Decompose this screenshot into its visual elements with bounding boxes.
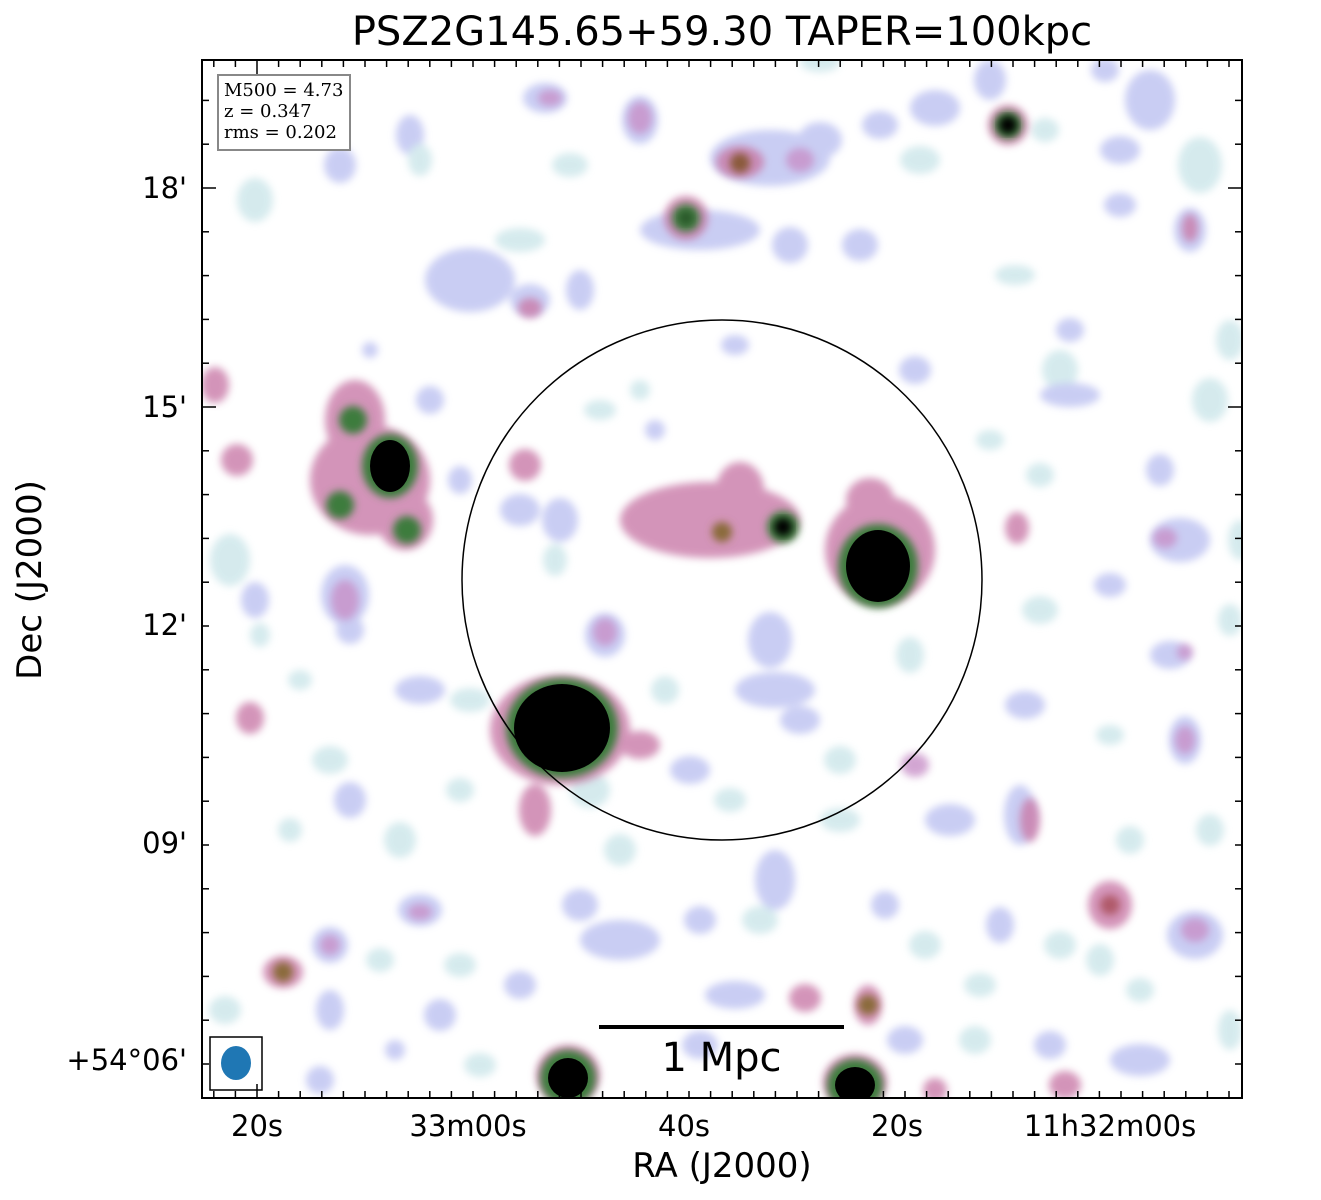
x-tick-label: 20s [870, 1109, 924, 1143]
emission-map [202, 60, 1242, 1098]
y-tick-label: 09' [142, 826, 187, 860]
x-tick-label: 20s [230, 1109, 284, 1143]
redshift-value: z = 0.347 [224, 101, 312, 122]
y-tick-label: +54°06' [66, 1043, 187, 1077]
rms-value: rms = 0.202 [224, 122, 337, 143]
y-tick-label: 18' [142, 171, 187, 205]
bright-sources [273, 111, 1120, 1015]
scale-bar-label: 1 Mpc [661, 1035, 782, 1081]
y-axis-label: Dec (J2000) [10, 480, 50, 680]
y-tick-label: 15' [142, 390, 187, 424]
axis-ticks [202, 60, 1242, 1098]
cluster-info-box: M500 = 4.73 z = 0.347 rms = 0.202 [217, 74, 352, 151]
y-tick-label: 12' [142, 608, 187, 642]
m500-value: M500 = 4.73 [224, 80, 344, 101]
plot-frame [201, 59, 1243, 1099]
x-tick-label: 11h32m00s [1023, 1109, 1197, 1143]
x-tick-label: 40s [657, 1109, 711, 1143]
x-axis-label: RA (J2000) [632, 1146, 812, 1186]
figure-title: PSZ2G145.65+59.30 TAPER=100kpc [351, 9, 1093, 55]
cluster-aperture-circle [461, 319, 983, 841]
saturated-cores [362, 116, 1017, 1098]
beam-indicator [209, 1036, 263, 1091]
x-tick-label: 33m00s [409, 1109, 527, 1143]
beam-ellipse [221, 1046, 251, 1080]
